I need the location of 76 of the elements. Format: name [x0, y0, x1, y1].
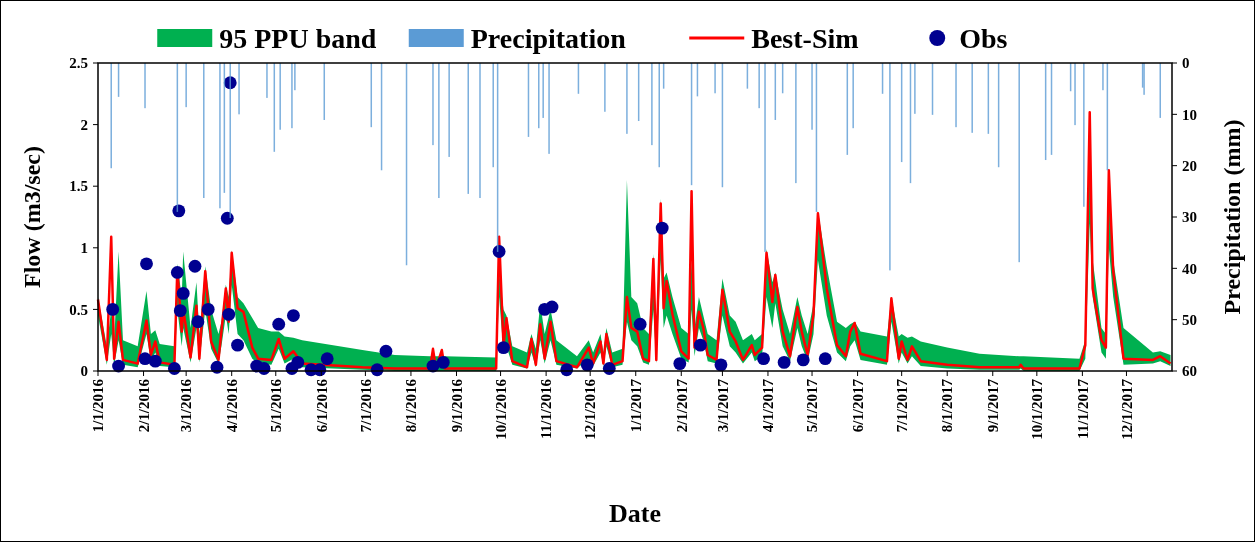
x-tick-label: 5/1/2016	[268, 378, 285, 433]
point	[172, 204, 186, 218]
x-tick-label: 12/1/2016	[582, 378, 599, 440]
point	[191, 315, 205, 329]
x-tick-label: 3/1/2017	[714, 378, 731, 433]
legend-label: 95 PPU band	[219, 22, 377, 54]
legend-label: Obs	[959, 22, 1008, 54]
point	[173, 304, 187, 318]
y2-tick-label: 0	[1182, 55, 1190, 72]
point	[140, 257, 153, 271]
point	[693, 338, 707, 352]
y-tick-label: 1.5	[69, 178, 88, 195]
point	[497, 341, 510, 355]
x-tick-label: 6/1/2016	[313, 378, 330, 433]
x-tick-label: 1/1/2016	[90, 378, 107, 433]
point	[379, 344, 393, 358]
x-tick-label: 7/1/2016	[357, 378, 374, 433]
x-tick-label: 4/1/2016	[223, 378, 240, 433]
y-tick-label: 0	[80, 363, 88, 380]
point	[220, 211, 234, 225]
point	[580, 358, 594, 372]
y-tick-label: 2.5	[69, 55, 88, 72]
x-tick-label: 1/1/2017	[627, 378, 644, 433]
y2-tick-label: 40	[1182, 260, 1197, 277]
x-tick-label: 5/1/2017	[804, 378, 821, 433]
legend-label: Best-Sim	[751, 22, 859, 54]
point	[286, 309, 300, 322]
point	[796, 353, 810, 367]
x-tick-label: 10/1/2017	[1029, 378, 1046, 440]
y2-tick-label: 20	[1182, 157, 1197, 174]
point	[188, 259, 202, 273]
point	[777, 355, 791, 369]
y2-tick-label: 60	[1182, 363, 1197, 380]
point	[170, 266, 184, 279]
x-tick-label: 2/1/2017	[673, 378, 690, 433]
point	[222, 307, 236, 321]
y-tick-label: 2	[80, 116, 88, 133]
point	[231, 338, 245, 352]
point	[714, 358, 728, 372]
x-tick-label: 9/1/2017	[985, 378, 1002, 433]
y-tick-label: 0.5	[69, 301, 88, 318]
point	[757, 352, 770, 366]
point	[633, 317, 647, 331]
point	[176, 286, 190, 300]
point	[655, 221, 669, 235]
point	[436, 355, 450, 369]
y-tick-label: 1	[80, 240, 88, 257]
point	[818, 352, 832, 366]
x-tick-label: 11/1/2016	[538, 378, 555, 440]
x-tick-label: 4/1/2017	[760, 378, 777, 433]
x-tick-label: 8/1/2016	[403, 378, 420, 433]
x-tick-label: 12/1/2017	[1118, 378, 1135, 440]
point	[320, 352, 334, 366]
x-tick-label: 8/1/2017	[939, 378, 956, 433]
point	[272, 317, 286, 331]
point	[673, 357, 687, 371]
x-tick-label: 11/1/2017	[1074, 378, 1091, 440]
x-tick-label: 9/1/2016	[448, 378, 465, 433]
point	[545, 300, 559, 314]
y2-tick-label: 30	[1182, 209, 1197, 226]
x-axis-title: Date	[609, 499, 661, 528]
y2-axis-title: Precipitation (mm)	[1219, 119, 1245, 315]
y2-tick-label: 50	[1182, 311, 1197, 328]
legend-label: Precipitation	[470, 22, 627, 54]
point	[291, 355, 305, 369]
y-axis-title: Flow (m3/sec)	[19, 146, 45, 288]
x-tick-label: 2/1/2016	[135, 378, 152, 433]
x-tick-label: 6/1/2017	[849, 378, 866, 433]
x-tick-label: 10/1/2016	[492, 378, 509, 440]
point	[106, 302, 120, 316]
point	[201, 302, 215, 316]
y2-tick-label: 10	[1182, 106, 1197, 123]
x-tick-label: 3/1/2016	[178, 378, 195, 433]
x-tick-label: 7/1/2017	[893, 378, 910, 433]
point	[148, 354, 162, 368]
point	[492, 245, 506, 258]
